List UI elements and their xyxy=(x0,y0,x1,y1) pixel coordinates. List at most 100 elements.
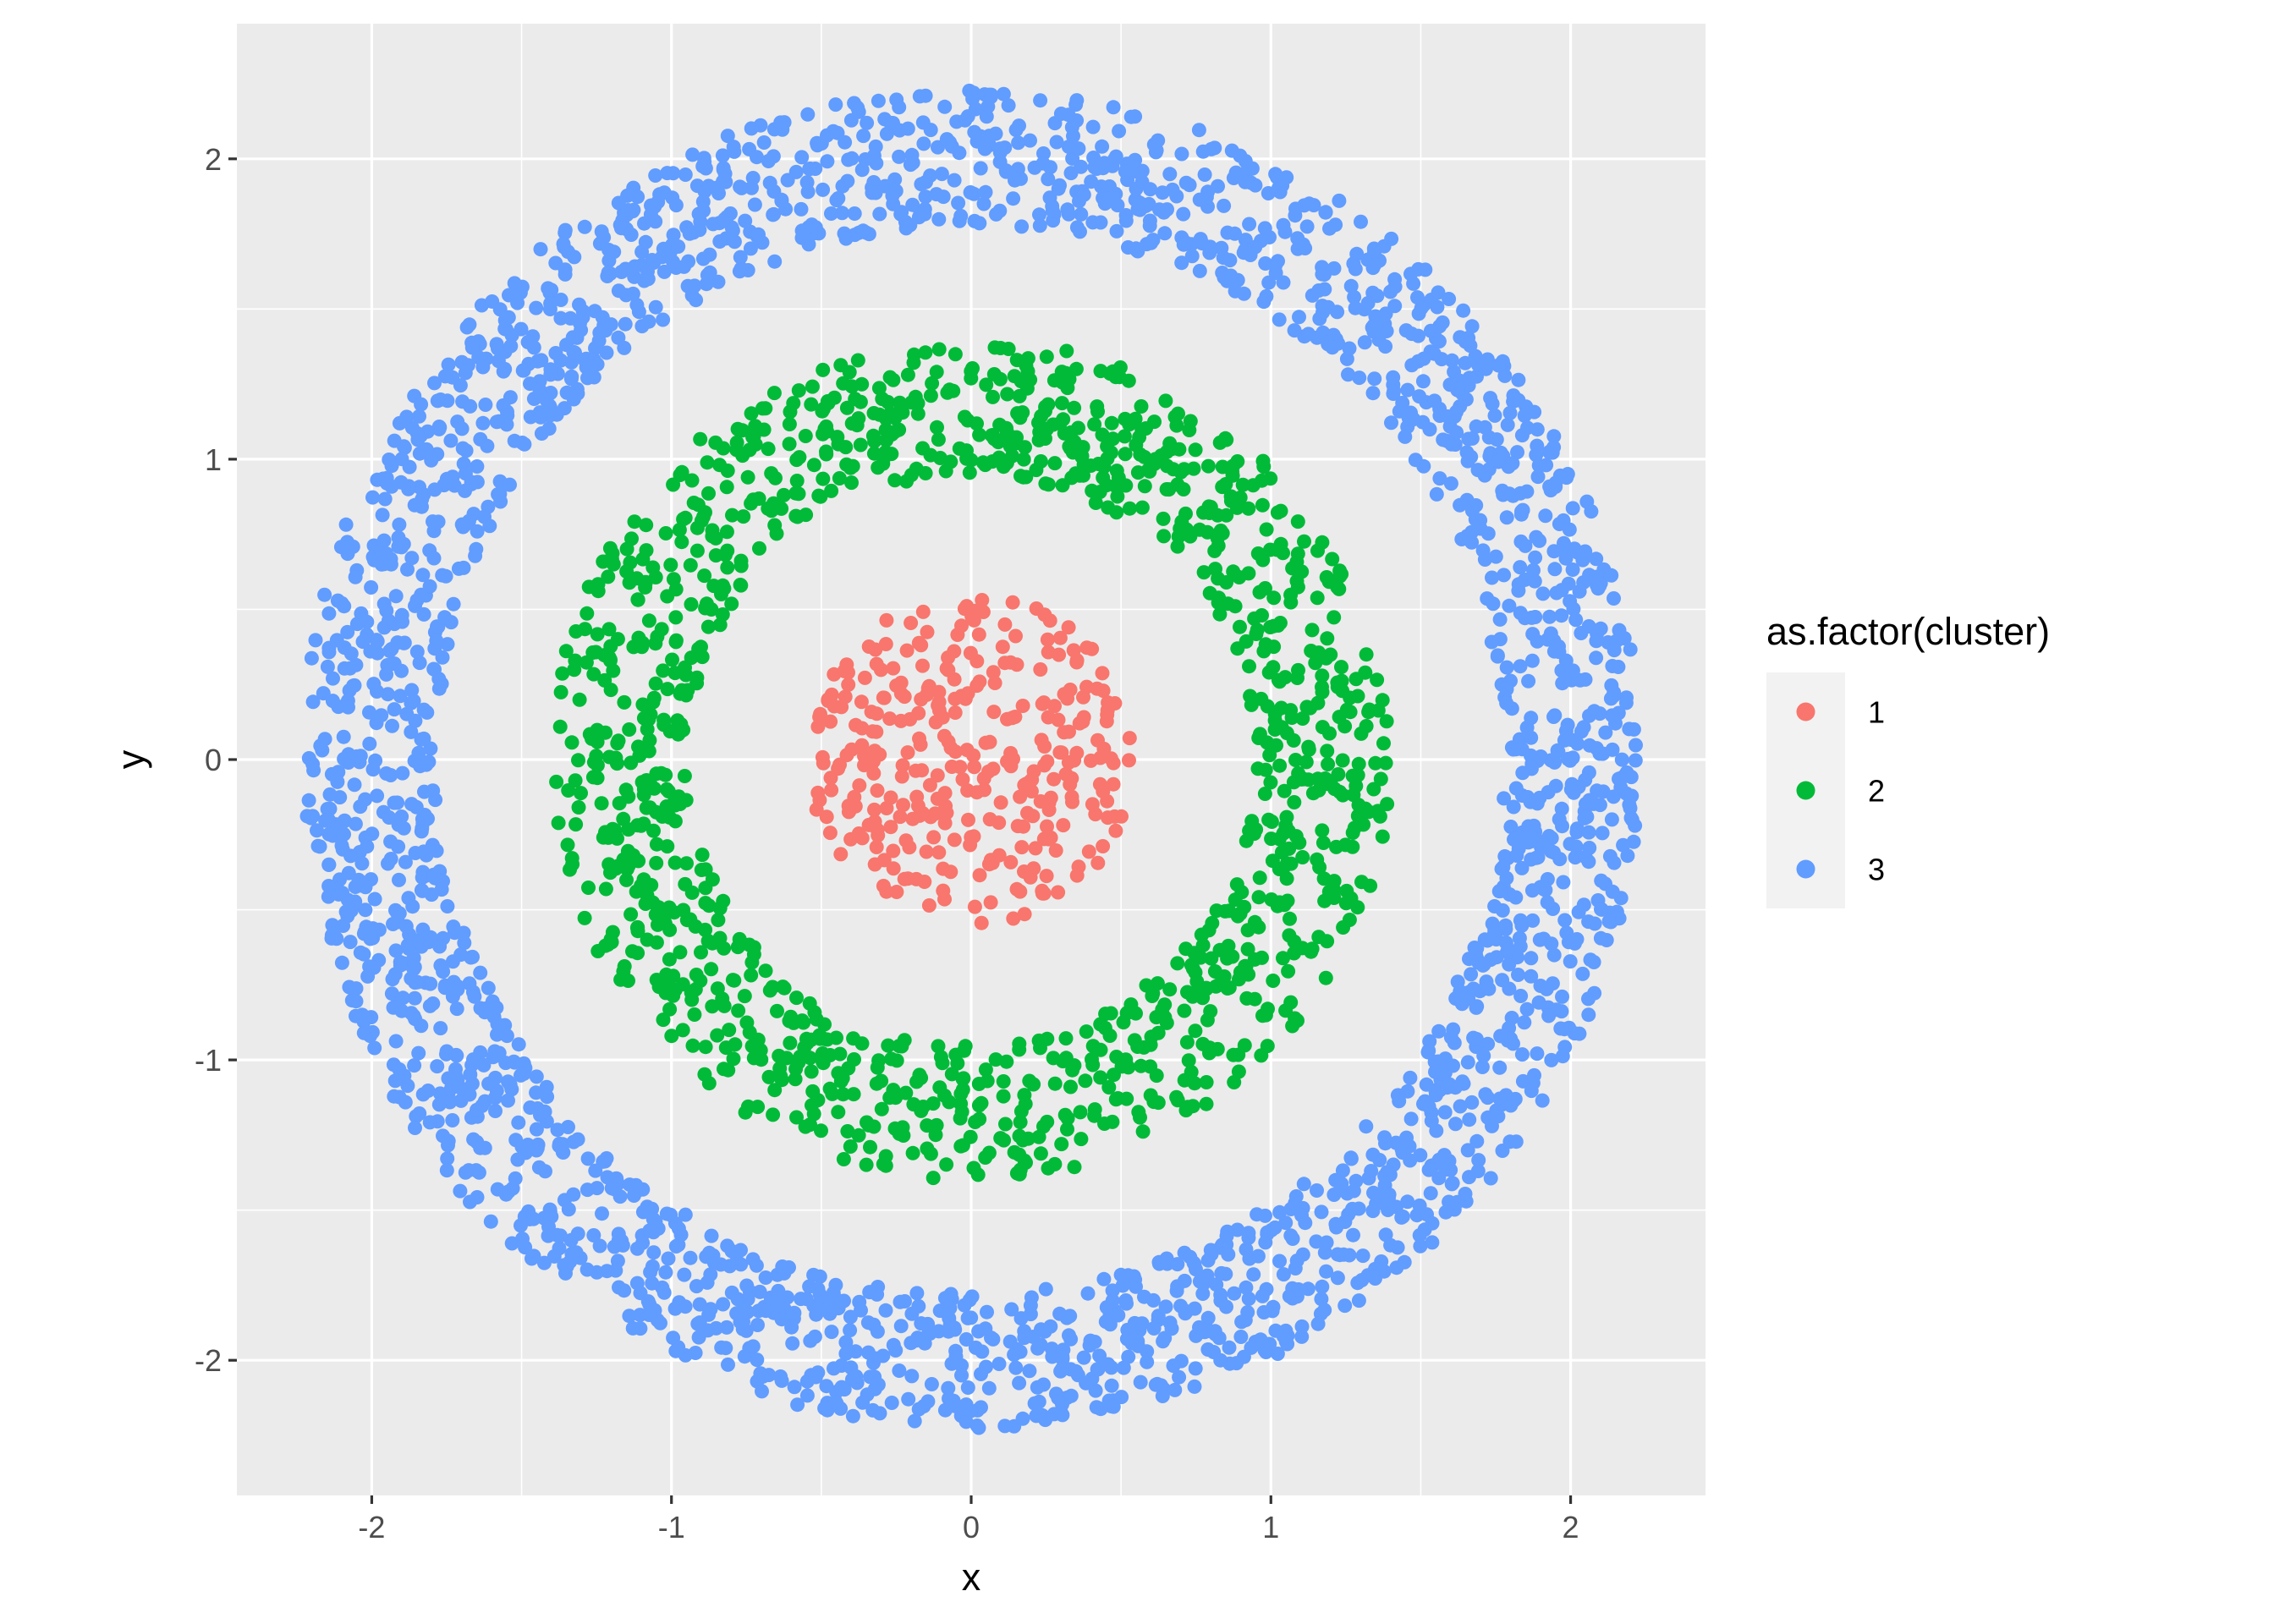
point-cluster-3 xyxy=(1541,829,1557,843)
point-cluster-2 xyxy=(744,955,760,970)
point-cluster-3 xyxy=(1447,365,1462,380)
point-cluster-2 xyxy=(1196,565,1211,580)
point-cluster-2 xyxy=(1265,853,1280,869)
point-cluster-3 xyxy=(1620,848,1635,864)
point-cluster-3 xyxy=(1415,374,1431,389)
point-cluster-3 xyxy=(1471,1153,1486,1168)
point-cluster-2 xyxy=(971,1077,986,1091)
point-cluster-2 xyxy=(673,945,688,960)
point-cluster-2 xyxy=(708,548,723,563)
point-cluster-2 xyxy=(1283,703,1299,718)
point-cluster-3 xyxy=(1524,710,1539,726)
point-cluster-2 xyxy=(1017,1088,1032,1103)
point-cluster-3 xyxy=(392,872,406,887)
point-cluster-2 xyxy=(805,1098,819,1113)
point-cluster-2 xyxy=(1297,534,1311,549)
point-cluster-3 xyxy=(1042,190,1057,206)
point-cluster-2 xyxy=(720,543,735,558)
point-cluster-2 xyxy=(1310,543,1325,558)
point-cluster-3 xyxy=(526,1211,541,1226)
point-cluster-1 xyxy=(1025,809,1041,824)
point-cluster-3 xyxy=(1149,143,1164,158)
point-cluster-3 xyxy=(385,718,399,733)
point-cluster-3 xyxy=(888,1343,904,1358)
point-cluster-2 xyxy=(1177,1003,1192,1018)
point-cluster-2 xyxy=(1182,423,1197,437)
point-cluster-3 xyxy=(834,1380,849,1395)
point-cluster-2 xyxy=(953,1111,968,1126)
point-cluster-3 xyxy=(337,599,352,614)
point-cluster-3 xyxy=(1542,609,1557,624)
point-cluster-3 xyxy=(381,856,395,871)
point-cluster-3 xyxy=(1178,175,1194,190)
point-cluster-2 xyxy=(1078,1073,1093,1089)
point-cluster-3 xyxy=(1501,942,1516,957)
point-cluster-3 xyxy=(855,1395,871,1410)
point-cluster-3 xyxy=(1387,279,1403,294)
point-cluster-1 xyxy=(872,747,887,762)
point-cluster-3 xyxy=(387,702,402,717)
point-cluster-2 xyxy=(693,431,708,447)
point-cluster-3 xyxy=(1603,691,1618,706)
point-cluster-3 xyxy=(960,109,975,124)
point-cluster-3 xyxy=(967,124,982,140)
point-cluster-3 xyxy=(960,1310,975,1325)
point-cluster-3 xyxy=(1068,97,1084,112)
point-cluster-3 xyxy=(1166,1358,1181,1374)
point-cluster-3 xyxy=(966,85,981,101)
point-cluster-3 xyxy=(668,198,684,213)
point-cluster-2 xyxy=(959,451,974,466)
point-cluster-3 xyxy=(1519,484,1535,499)
point-cluster-3 xyxy=(1383,1237,1398,1253)
point-cluster-1 xyxy=(1071,859,1086,875)
point-cluster-3 xyxy=(963,185,978,200)
point-cluster-1 xyxy=(960,783,975,798)
point-cluster-2 xyxy=(1282,928,1297,943)
point-cluster-3 xyxy=(1222,1340,1237,1355)
point-cluster-3 xyxy=(1406,276,1421,291)
point-cluster-2 xyxy=(648,636,663,651)
point-cluster-3 xyxy=(1378,339,1393,354)
point-cluster-3 xyxy=(1476,1048,1491,1063)
point-cluster-3 xyxy=(1442,292,1457,306)
point-cluster-3 xyxy=(1502,957,1517,972)
point-cluster-3 xyxy=(751,227,766,242)
point-cluster-3 xyxy=(611,1232,626,1248)
point-cluster-2 xyxy=(1320,934,1335,949)
point-cluster-1 xyxy=(1079,679,1094,694)
point-cluster-3 xyxy=(1587,704,1601,719)
point-cluster-3 xyxy=(1261,186,1276,200)
point-cluster-3 xyxy=(648,168,663,183)
point-cluster-3 xyxy=(1347,289,1362,304)
point-cluster-2 xyxy=(581,881,596,895)
point-cluster-3 xyxy=(833,1401,849,1416)
point-cluster-2 xyxy=(1159,482,1174,497)
point-cluster-2 xyxy=(1114,1059,1129,1074)
point-cluster-2 xyxy=(881,1038,896,1053)
point-cluster-2 xyxy=(1123,1001,1139,1017)
x-tick-label: 0 xyxy=(963,1510,980,1544)
point-cluster-2 xyxy=(1215,480,1230,495)
point-cluster-1 xyxy=(869,656,884,672)
point-cluster-3 xyxy=(720,129,735,144)
point-cluster-3 xyxy=(335,886,350,901)
point-cluster-2 xyxy=(871,460,886,475)
point-cluster-3 xyxy=(464,340,480,355)
point-cluster-3 xyxy=(434,882,449,897)
point-cluster-2 xyxy=(579,606,595,621)
point-cluster-3 xyxy=(386,917,400,931)
point-cluster-3 xyxy=(1330,1270,1345,1286)
point-cluster-3 xyxy=(1483,391,1498,406)
point-cluster-3 xyxy=(668,1239,684,1254)
point-cluster-2 xyxy=(1259,522,1274,537)
point-cluster-2 xyxy=(1304,944,1319,959)
point-cluster-3 xyxy=(1167,1382,1183,1397)
point-cluster-1 xyxy=(967,899,982,914)
point-cluster-3 xyxy=(358,792,373,807)
point-cluster-3 xyxy=(497,361,513,376)
point-cluster-2 xyxy=(1239,990,1255,1006)
point-cluster-2 xyxy=(925,376,940,391)
y-tick-label: 1 xyxy=(205,442,222,477)
point-cluster-3 xyxy=(1007,1418,1022,1434)
point-cluster-2 xyxy=(720,560,735,575)
